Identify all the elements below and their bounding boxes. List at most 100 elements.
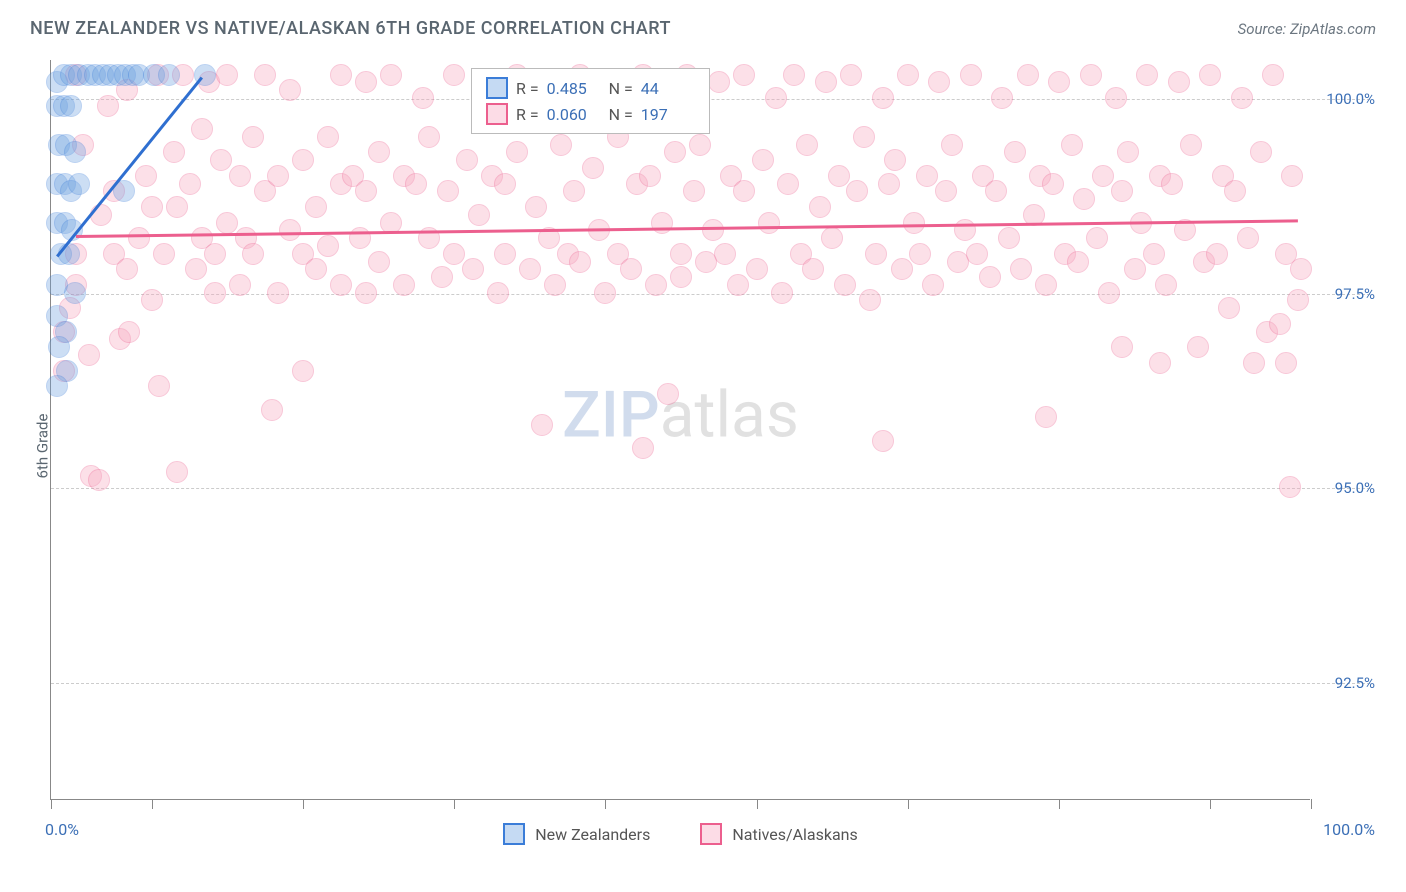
data-point: [670, 243, 692, 265]
data-point: [853, 126, 875, 148]
data-point: [651, 212, 673, 234]
data-point: [443, 243, 465, 265]
data-point: [1086, 227, 1108, 249]
data-point: [368, 141, 390, 163]
data-point: [368, 251, 390, 273]
data-point: [840, 64, 862, 86]
data-point: [1168, 71, 1190, 93]
data-point: [216, 212, 238, 234]
data-point: [714, 243, 736, 265]
data-point: [846, 180, 868, 202]
data-point: [909, 243, 931, 265]
data-point: [64, 141, 86, 163]
r-value: 0.485: [547, 79, 601, 98]
data-point: [1290, 258, 1312, 280]
data-point: [569, 251, 591, 273]
legend-item: New Zealanders: [503, 823, 650, 845]
stat-label: R =: [516, 79, 539, 98]
data-point: [317, 126, 339, 148]
data-point: [279, 79, 301, 101]
data-point: [88, 469, 110, 491]
data-point: [878, 173, 900, 195]
data-point: [242, 126, 264, 148]
data-point: [163, 141, 185, 163]
data-point: [1224, 180, 1246, 202]
data-point: [1180, 134, 1202, 156]
data-point: [733, 64, 755, 86]
data-point: [1004, 141, 1026, 163]
data-point: [1042, 173, 1064, 195]
data-point: [620, 258, 642, 280]
data-point: [405, 173, 427, 195]
data-point: [1243, 352, 1265, 374]
data-point: [859, 289, 881, 311]
data-point: [118, 321, 140, 343]
data-point: [531, 414, 553, 436]
data-point: [158, 64, 180, 86]
x-tick: [454, 799, 455, 809]
data-point: [1010, 258, 1032, 280]
data-point: [1218, 297, 1240, 319]
data-point: [563, 180, 585, 202]
data-point: [985, 180, 1007, 202]
data-point: [1111, 180, 1133, 202]
data-point: [462, 258, 484, 280]
data-point: [897, 64, 919, 86]
data-point: [979, 266, 1001, 288]
data-point: [670, 266, 692, 288]
stat-label: N =: [609, 105, 633, 124]
data-point: [639, 165, 661, 187]
data-point: [97, 95, 119, 117]
data-point: [64, 282, 86, 304]
data-point: [689, 134, 711, 156]
data-point: [727, 274, 749, 296]
data-point: [267, 165, 289, 187]
data-point: [261, 399, 283, 421]
data-point: [916, 165, 938, 187]
data-point: [632, 437, 654, 459]
data-point: [1287, 289, 1309, 311]
data-point: [941, 134, 963, 156]
data-point: [279, 219, 301, 241]
data-point: [355, 282, 377, 304]
data-point: [1155, 274, 1177, 296]
data-point: [116, 258, 138, 280]
data-point: [267, 282, 289, 304]
data-point: [1035, 406, 1057, 428]
y-axis-label: 6th Grade: [33, 414, 51, 479]
data-point: [254, 64, 276, 86]
data-point: [330, 64, 352, 86]
data-point: [148, 375, 170, 397]
data-point: [1098, 282, 1120, 304]
grid-line: [51, 488, 1370, 489]
data-point: [380, 64, 402, 86]
data-point: [355, 180, 377, 202]
data-point: [884, 149, 906, 171]
data-point: [1275, 352, 1297, 374]
data-point: [1143, 243, 1165, 265]
data-point: [664, 141, 686, 163]
legend-label: Natives/Alaskans: [732, 825, 857, 844]
data-point: [68, 173, 90, 195]
stats-row: R =0.485N =44: [486, 75, 695, 101]
data-point: [544, 274, 566, 296]
y-tick-label: 95.0%: [1335, 479, 1375, 497]
x-tick: [303, 799, 304, 809]
data-point: [153, 243, 175, 265]
data-point: [834, 274, 856, 296]
data-point: [437, 180, 459, 202]
data-point: [783, 64, 805, 86]
legend-swatch: [486, 77, 508, 99]
legend-label: New Zealanders: [535, 825, 650, 844]
data-point: [746, 258, 768, 280]
data-point: [1061, 134, 1083, 156]
data-point: [191, 118, 213, 140]
x-tick: [1210, 799, 1211, 809]
stat-label: N =: [609, 79, 633, 98]
data-point: [1187, 336, 1209, 358]
bottom-legend: New Zealanders Natives/Alaskans: [51, 823, 1310, 845]
data-point: [292, 360, 314, 382]
data-point: [305, 196, 327, 218]
data-point: [141, 196, 163, 218]
data-point: [141, 289, 163, 311]
